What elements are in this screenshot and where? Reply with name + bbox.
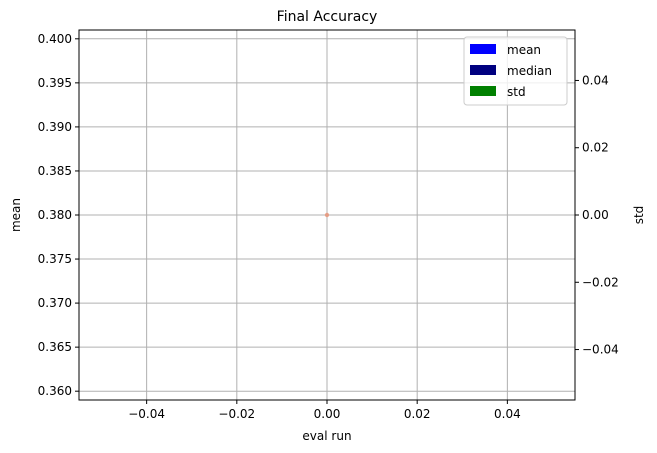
y-axis-right: −0.04 −0.02 0.00 0.02 0.04 xyxy=(575,73,619,357)
y-tick-label: 0.395 xyxy=(38,76,72,90)
legend-label: std xyxy=(507,85,526,99)
legend-swatch xyxy=(470,65,496,75)
x-tick-label: 0.04 xyxy=(494,407,521,421)
y2-axis-title: std xyxy=(632,206,646,225)
y-tick-label: 0.375 xyxy=(38,252,72,266)
y-tick-label: 0.360 xyxy=(38,384,72,398)
y-tick-label: 0.380 xyxy=(38,208,72,222)
x-axis: −0.04 −0.02 0.00 0.02 0.04 xyxy=(128,400,521,421)
y-tick-label: 0.400 xyxy=(38,32,72,46)
x-tick-label: 0.02 xyxy=(404,407,431,421)
y2-tick-label: 0.00 xyxy=(582,208,609,222)
y-tick-label: 0.370 xyxy=(38,296,72,310)
y-axis-title: mean xyxy=(9,198,23,232)
y2-tick-label: −0.04 xyxy=(582,343,619,357)
y-axis-left: 0.360 0.365 0.370 0.375 0.380 0.385 0.390 0.395… xyxy=(38,32,79,398)
y2-tick-label: −0.02 xyxy=(582,275,619,289)
x-tick-label: 0.00 xyxy=(314,407,341,421)
x-tick-label: −0.04 xyxy=(128,407,165,421)
legend: mean median std xyxy=(463,36,568,106)
x-axis-title: eval run xyxy=(302,429,351,443)
y-tick-label: 0.385 xyxy=(38,164,72,178)
y2-tick-label: 0.02 xyxy=(582,141,609,155)
legend-label: mean xyxy=(507,43,541,57)
y2-tick-label: 0.04 xyxy=(582,73,609,87)
data-points xyxy=(324,212,330,218)
chart-title: Final Accuracy xyxy=(277,9,378,25)
legend-swatch xyxy=(470,86,496,96)
legend-swatch xyxy=(470,44,496,54)
y-tick-label: 0.365 xyxy=(38,340,72,354)
y-tick-label: 0.390 xyxy=(38,120,72,134)
data-point xyxy=(324,212,330,218)
x-tick-label: −0.02 xyxy=(218,407,255,421)
legend-label: median xyxy=(507,64,552,78)
